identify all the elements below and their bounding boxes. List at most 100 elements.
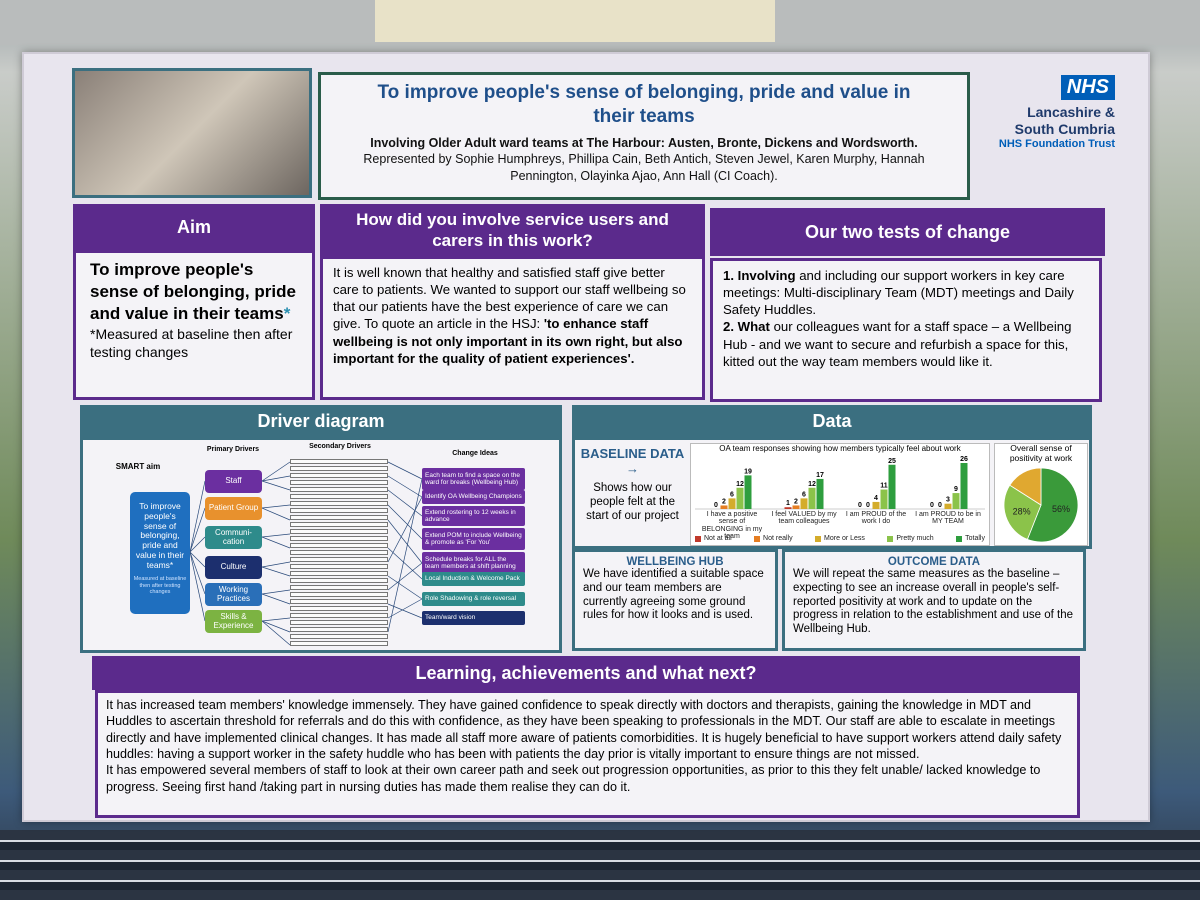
secondary-driver [290, 473, 388, 478]
bar-value: 0 [858, 502, 862, 509]
baseline-text: Shows how our people felt at the start o… [586, 482, 679, 522]
secondary-driver [290, 522, 388, 527]
primary-driver: Staff [205, 470, 262, 493]
title-box: To improve people's sense of belonging, … [318, 72, 970, 200]
aim-statement: To improve people's sense of belonging, … [90, 259, 298, 324]
trust-name: NHS Foundation Trust [998, 137, 1115, 150]
test-item: 2. What our colleagues want for a staff … [723, 318, 1089, 369]
secondary-driver [290, 571, 388, 576]
secondary-driver [290, 585, 388, 590]
logo: NHS Lancashire & South Cumbria NHS Found… [985, 75, 1115, 170]
change-idea: Team/ward vision [422, 611, 525, 625]
legend-item: Totally [956, 535, 985, 542]
subtitle: Involving Older Adult ward teams at The … [339, 135, 949, 186]
bar-value: 26 [960, 456, 968, 463]
learning-paragraph: It has empowered several members of staf… [106, 763, 1041, 794]
bar [800, 498, 808, 509]
driver-heading: Driver diagram [80, 405, 562, 437]
legend-label: Not at all [704, 535, 732, 542]
primary-driver: Working Practices [205, 583, 262, 606]
aim-heading: Aim [73, 204, 315, 250]
change-idea: Schedule breaks for ALL the team members… [422, 552, 525, 574]
bar [952, 493, 960, 509]
bar-category: I have a positive sense of BELONGING in … [701, 511, 763, 541]
seats [0, 830, 1200, 900]
primary-driver: Communi-cation [205, 526, 262, 549]
secondary-driver [290, 529, 388, 534]
bar-value: 25 [888, 458, 896, 465]
smart-aim: To improve people's sense of belonging, … [130, 492, 190, 614]
involve-box: It is well known that healthy and satisf… [320, 256, 705, 400]
bar [872, 501, 880, 509]
secondary-driver [290, 620, 388, 625]
secondary-driver [290, 466, 388, 471]
legend-swatch [754, 535, 761, 542]
smart-label: SMART aim [115, 462, 161, 471]
test-lead: 1. Involving [723, 268, 796, 283]
legend-swatch [956, 535, 963, 542]
title: To improve people's sense of belonging, … [377, 82, 911, 127]
aim-note: *Measured at baseline then after testing… [90, 326, 293, 360]
bar [960, 463, 968, 509]
legend-item: Pretty much [887, 535, 934, 542]
subtitle-text: Represented by Sophie Humphreys, Phillip… [363, 152, 925, 184]
bar [816, 478, 824, 509]
aim-box: To improve people's sense of belonging, … [73, 250, 315, 400]
test-text: and including our support workers in key… [723, 268, 1074, 318]
pie-chart: 56% 28% [1003, 467, 1079, 543]
secondary-driver [290, 564, 388, 569]
bar-value: 0 [930, 502, 934, 509]
legend-item: Not really [754, 535, 793, 542]
bar-value: 3 [946, 497, 950, 504]
bar-value: 9 [954, 486, 958, 493]
change-idea: Identify OA Wellbeing Champions [422, 490, 525, 504]
legend-swatch [815, 535, 822, 542]
bar-value: 0 [714, 502, 718, 509]
smart-aim-text: To improve people's sense of belonging, … [135, 501, 185, 570]
legend-swatch [695, 535, 701, 542]
bar [888, 464, 896, 509]
tests-box: 1. Involving and including our support w… [710, 258, 1102, 402]
bar-value: 2 [722, 498, 726, 505]
secondary-driver [290, 557, 388, 562]
change-idea: Extend POM to include Wellbeing & promot… [422, 528, 525, 550]
bar-value: 4 [874, 495, 878, 502]
secondary-driver [290, 480, 388, 485]
bar [880, 489, 888, 509]
secondary-driver [290, 487, 388, 492]
wellbeing-text: We have identified a suitable space and … [583, 568, 764, 622]
legend-label: Totally [965, 535, 985, 542]
bar-value: 2 [794, 498, 798, 505]
secondary-driver [290, 550, 388, 555]
secondary-driver [290, 634, 388, 639]
bar-value: 0 [938, 502, 942, 509]
banner [375, 0, 775, 42]
bar [720, 505, 728, 509]
tests-heading: Our two tests of change [710, 208, 1105, 256]
secondary-driver [290, 613, 388, 618]
bar-value: 6 [730, 491, 734, 498]
outcome-text: We will repeat the same measures as the … [793, 568, 1074, 636]
team-photo [72, 68, 312, 198]
involve-quote: 'to enhance staff wellbeing is not only … [333, 316, 683, 366]
learning-paragraph: It has increased team members' knowledge… [106, 698, 1062, 762]
involve-text: It is well known that healthy and satisf… [333, 265, 686, 332]
bar-value: 19 [744, 468, 752, 475]
primary-driver: Skills & Experience [205, 610, 262, 633]
secondary-driver [290, 543, 388, 548]
bar-category: I am PROUD to be in MY TEAM [915, 511, 981, 526]
bar [784, 507, 792, 509]
pie-label: 56% [1052, 504, 1070, 514]
secondary-driver [290, 536, 388, 541]
nhs-badge: NHS [1060, 75, 1115, 100]
secondary-driver [290, 627, 388, 632]
change-idea: Role Shadowing & role reversal [422, 592, 525, 606]
change-idea: Each team to find a space on the ward fo… [422, 468, 525, 490]
secondary-driver [290, 508, 388, 513]
primary-heading: Primary Drivers [206, 446, 260, 453]
bar-value: 11 [880, 483, 888, 490]
legend-label: Pretty much [896, 535, 934, 542]
pie-slice [1009, 467, 1042, 506]
